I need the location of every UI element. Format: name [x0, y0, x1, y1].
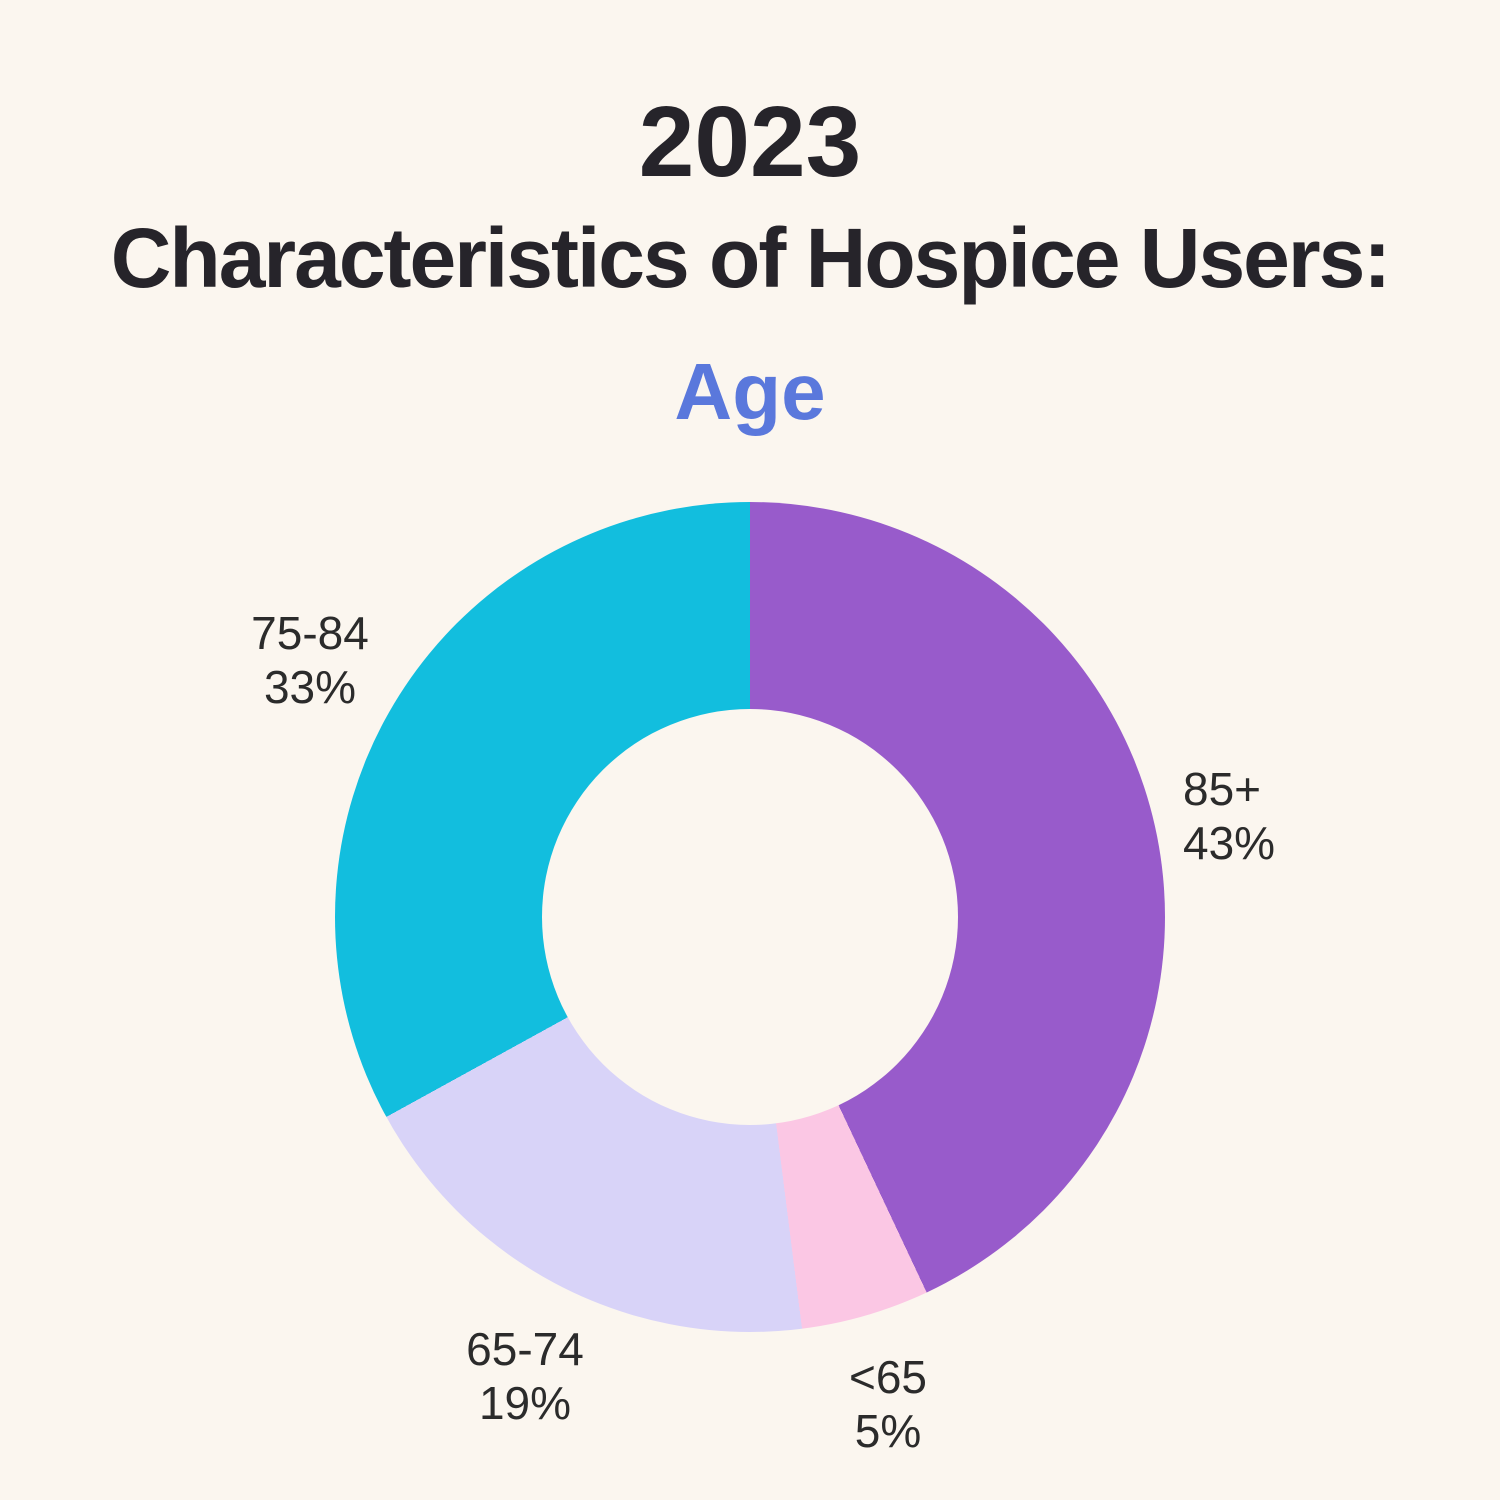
segment-label-75-84: 75-84 33%	[251, 606, 369, 714]
segment-name: 85+	[1183, 763, 1262, 815]
segment-name: 65-74	[466, 1323, 584, 1375]
segment-percent: 43%	[1183, 817, 1276, 869]
segment-percent: 33%	[263, 661, 357, 713]
segment-percent: 19%	[478, 1377, 572, 1429]
segment-name: 75-84	[251, 607, 369, 659]
segment-name: <65	[848, 1351, 928, 1403]
donut-hole	[542, 709, 958, 1125]
title-block: 2023 Characteristics of Hospice Users: A…	[0, 0, 1500, 432]
title-year: 2023	[638, 86, 862, 198]
page-title: Characteristics of Hospice Users:	[110, 211, 1392, 305]
segment-label-85plus: 85+ 43%	[1183, 762, 1275, 870]
donut-chart	[335, 502, 1165, 1332]
chart-subtitle: Age	[674, 347, 826, 436]
segment-percent: 5%	[854, 1405, 922, 1457]
segment-label-under-65: <65 5%	[849, 1350, 927, 1458]
segment-label-65-74: 65-74 19%	[466, 1322, 584, 1430]
